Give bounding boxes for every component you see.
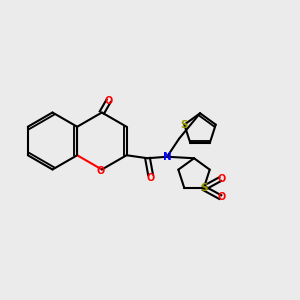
Text: N: N (163, 152, 171, 162)
Text: O: O (104, 96, 113, 106)
Text: O: O (146, 173, 155, 183)
Text: O: O (96, 166, 104, 176)
Text: S: S (181, 120, 188, 130)
Text: O: O (218, 192, 226, 202)
Text: O: O (218, 174, 226, 184)
Text: S: S (200, 183, 208, 193)
